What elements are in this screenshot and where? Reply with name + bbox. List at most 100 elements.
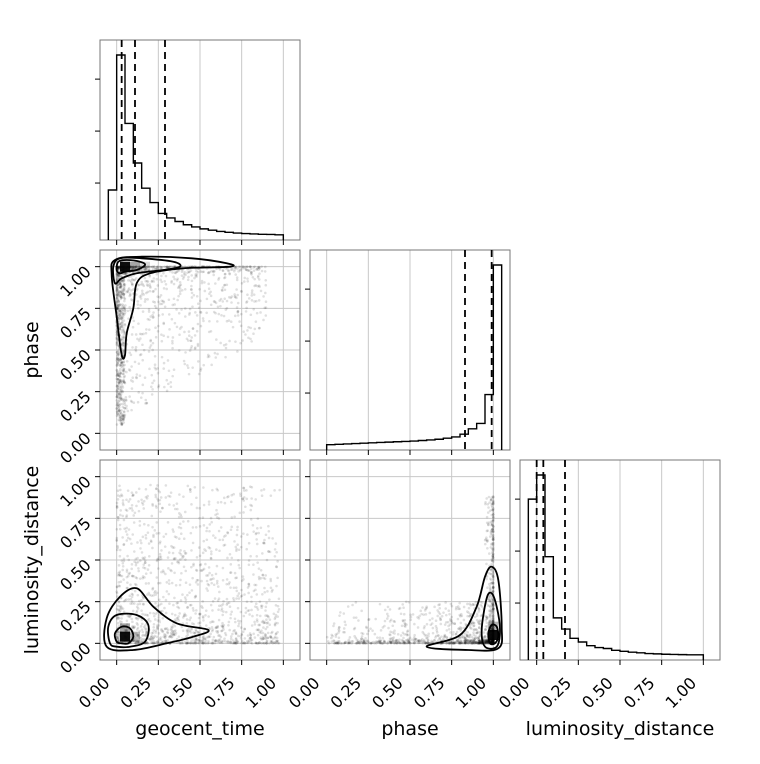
scatter-point xyxy=(135,376,139,380)
scatter-point xyxy=(233,293,236,296)
scatter-point xyxy=(477,608,481,611)
scatter-point xyxy=(492,640,495,644)
scatter-point xyxy=(491,640,494,644)
scatter-point xyxy=(485,642,488,645)
scatter-point xyxy=(219,500,223,504)
scatter-point xyxy=(373,642,376,645)
scatter-point xyxy=(491,501,495,505)
scatter-point xyxy=(253,300,256,303)
scatter-point xyxy=(360,635,364,638)
scatter-point xyxy=(195,569,199,572)
scatter-point xyxy=(131,626,135,629)
scatter-point xyxy=(134,376,138,379)
scatter-point xyxy=(117,267,121,271)
scatter-point xyxy=(115,506,119,509)
scatter-point xyxy=(206,355,210,359)
scatter-point xyxy=(491,555,495,559)
scatter-point xyxy=(204,639,208,642)
scatter-point xyxy=(381,626,385,629)
scatter-point xyxy=(207,635,210,639)
scatter-point xyxy=(490,598,493,601)
scatter-point xyxy=(156,640,160,643)
scatter-point xyxy=(123,272,127,275)
scatter-point xyxy=(382,639,386,643)
scatter-point xyxy=(256,274,260,278)
scatter-point xyxy=(492,640,495,644)
scatter-point xyxy=(463,638,467,642)
scatter-point xyxy=(116,637,120,641)
scatter-point xyxy=(127,368,131,371)
scatter-point xyxy=(149,571,153,575)
scatter-point xyxy=(449,631,452,634)
scatter-point xyxy=(330,640,334,643)
scatter-point xyxy=(118,415,122,418)
scatter-point xyxy=(249,554,252,558)
scatter-point xyxy=(120,389,123,393)
scatter-point xyxy=(464,640,468,643)
scatter-point xyxy=(485,529,489,533)
scatter-point xyxy=(269,577,272,581)
scatter-point xyxy=(177,619,180,622)
scatter-point xyxy=(152,311,155,314)
scatter-point xyxy=(173,571,176,575)
scatter-point xyxy=(176,298,179,302)
scatter-point xyxy=(162,300,166,304)
scatter-point xyxy=(453,641,456,644)
scatter-point xyxy=(123,322,127,326)
scatter-point xyxy=(205,311,208,315)
scatter-point xyxy=(116,384,119,388)
scatter-point xyxy=(402,640,406,644)
scatter-point xyxy=(151,381,154,385)
scatter-point xyxy=(386,641,389,645)
scatter-point xyxy=(490,543,493,546)
scatter-point xyxy=(437,610,441,614)
scatter-point xyxy=(215,548,218,551)
scatter-point xyxy=(490,639,494,643)
scatter-point xyxy=(122,414,125,418)
scatter-point xyxy=(115,356,119,360)
scatter-point xyxy=(253,327,257,331)
scatter-point xyxy=(154,487,158,491)
scatter-point xyxy=(402,641,405,645)
scatter-point xyxy=(389,641,393,644)
scatter-point xyxy=(484,615,488,618)
scatter-point xyxy=(115,617,119,621)
scatter-point xyxy=(141,637,145,641)
scatter-point xyxy=(216,488,220,492)
scatter-point xyxy=(159,510,162,513)
scatter-point xyxy=(239,289,243,293)
scatter-point xyxy=(183,288,187,291)
scatter-point xyxy=(234,545,238,549)
scatter-point xyxy=(430,639,433,643)
scatter-point xyxy=(194,628,198,632)
scatter-point xyxy=(370,641,374,644)
scatter-point xyxy=(115,285,118,289)
scatter-point xyxy=(126,554,129,558)
scatter-point xyxy=(123,403,127,406)
scatter-point xyxy=(426,636,429,640)
scatter-point xyxy=(159,496,163,499)
scatter-point xyxy=(118,372,122,376)
scatter-point xyxy=(452,641,455,645)
scatter-point xyxy=(492,640,495,643)
scatter-point xyxy=(116,390,119,393)
scatter-point xyxy=(417,641,420,645)
scatter-point xyxy=(489,613,493,616)
scatter-point xyxy=(115,539,119,542)
scatter-point xyxy=(173,321,177,325)
scatter-point xyxy=(208,546,212,550)
scatter-point xyxy=(115,395,119,399)
scatter-point xyxy=(210,552,213,556)
scatter-point xyxy=(491,639,495,643)
scatter-point xyxy=(491,639,495,643)
scatter-point xyxy=(492,500,495,504)
scatter-point xyxy=(236,267,239,270)
scatter-point xyxy=(121,289,125,293)
scatter-point xyxy=(118,274,122,278)
scatter-point xyxy=(184,551,188,555)
scatter-point xyxy=(457,627,461,630)
scatter-point xyxy=(132,265,136,269)
scatter-point xyxy=(161,630,164,634)
scatter-point xyxy=(277,597,281,601)
scatter-point xyxy=(362,639,366,643)
